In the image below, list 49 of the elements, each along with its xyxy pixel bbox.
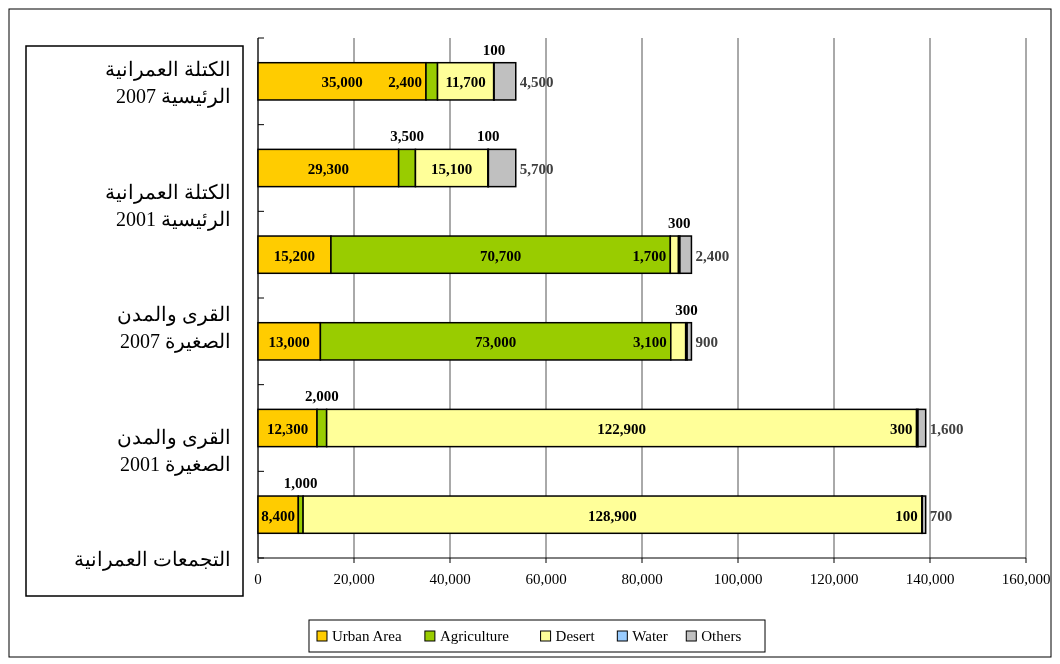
data-label: 29,300 (307, 161, 349, 177)
data-label: 8,400 (261, 507, 296, 524)
data-label: 128,900 (588, 507, 637, 524)
x-tick-label: 40,000 (429, 571, 471, 587)
x-tick-label: 20,000 (333, 571, 375, 587)
legend-label: Desert (555, 628, 596, 644)
legend-label: Agriculture (439, 628, 510, 644)
data-label: 100 (895, 507, 918, 524)
data-label: 3,500 (390, 128, 424, 145)
data-label: 35,000 (321, 74, 363, 91)
data-label: 15,100 (431, 161, 473, 177)
text: الكتلة العمرانية الرئيسية 2001 (105, 180, 231, 231)
text: الكتلة العمرانية الرئيسية 2007 (105, 58, 231, 108)
data-label: 3,100 (633, 334, 667, 351)
data-label: 2,400 (695, 247, 730, 264)
data-label: 300 (675, 301, 698, 318)
legend-label: Water (632, 628, 668, 644)
data-label: 300 (890, 421, 913, 437)
x-tick-label: 120,000 (809, 571, 859, 587)
legend-label: Urban Area (331, 628, 402, 644)
data-label: 1,600 (929, 421, 964, 437)
x-tick-label: 160,000 (1001, 571, 1051, 587)
data-label: 100 (482, 41, 506, 58)
data-label: 900 (695, 334, 718, 351)
data-label: 11,700 (445, 74, 486, 91)
data-label: 5,700 (519, 161, 554, 177)
legend-label: Others (701, 628, 742, 644)
x-tick-label: 60,000 (525, 571, 567, 587)
data-label: 13,000 (268, 334, 310, 351)
x-tick-label: 140,000 (905, 571, 955, 587)
data-label: 70,700 (480, 247, 522, 264)
text: التجمعات العمرانية (74, 548, 231, 571)
text: القرى والمدن الصغيرة 2007 (117, 303, 231, 353)
data-label: 73,000 (474, 334, 517, 351)
x-tick-label: 80,000 (621, 571, 663, 587)
data-label: 122,900 (597, 421, 646, 437)
data-label: 1,000 (283, 475, 318, 492)
data-label: 2,400 (388, 74, 422, 91)
data-label: 700 (929, 507, 953, 524)
x-tick-label: 0 (254, 571, 262, 587)
data-label: 12,300 (266, 421, 309, 437)
text: القرى والمدن الصغيرة 2001 (117, 425, 231, 476)
data-label: 4,500 (519, 74, 554, 91)
data-label: 2,000 (304, 388, 339, 405)
data-label: 1,700 (632, 247, 667, 264)
data-label: 300 (667, 215, 691, 232)
x-tick-label: 100,000 (713, 571, 763, 587)
data-label: 100 (476, 128, 500, 145)
data-label: 15,200 (273, 247, 316, 264)
